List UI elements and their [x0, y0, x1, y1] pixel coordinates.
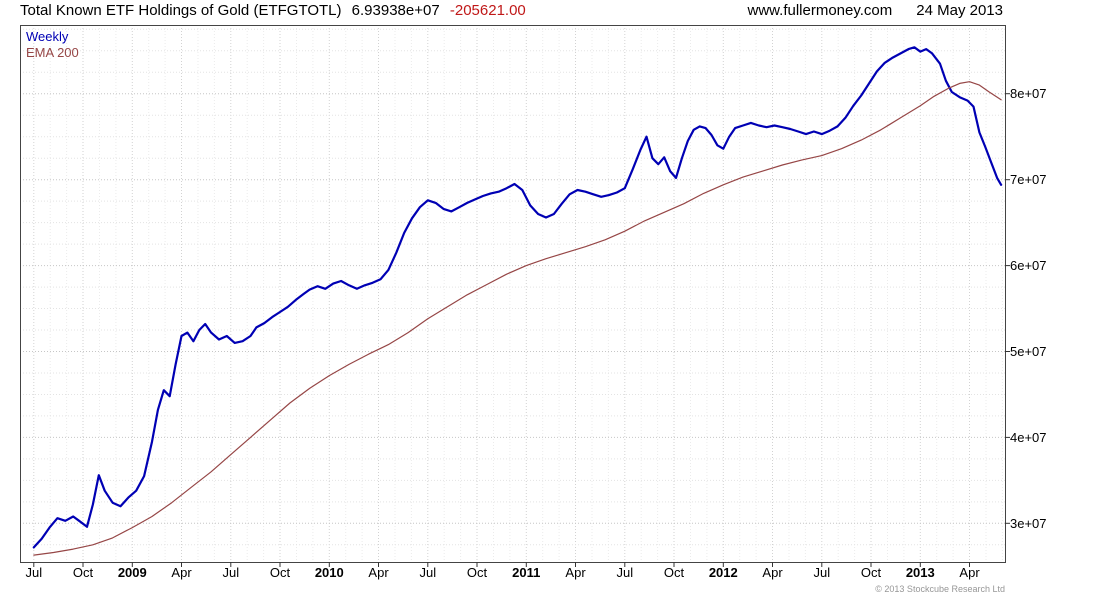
date-label: 24 May 2013: [916, 2, 1003, 19]
chart-header: Total Known ETF Holdings of Gold (ETFGTO…: [20, 2, 1100, 22]
x-axis-tick-label: 2010: [314, 565, 344, 580]
x-axis-tick-label: Jul: [419, 565, 437, 580]
y-axis-tick-label: 8e+07: [1010, 86, 1047, 102]
plot-border: [20, 25, 1006, 563]
legend: Weekly EMA 200: [26, 29, 79, 61]
change-value: -205621.00: [449, 2, 526, 19]
x-axis-tick-label: Apr: [762, 565, 783, 580]
y-axis-tick-label: 7e+07: [1010, 172, 1047, 188]
legend-ema-label: EMA 200: [26, 45, 79, 60]
y-axis-tick-label: 3e+07: [1010, 515, 1047, 531]
x-axis-tick-label: Jul: [616, 565, 634, 580]
chart-title: Total Known ETF Holdings of Gold (ETFGTO…: [20, 2, 342, 19]
x-axis-tick-label: Oct: [466, 565, 488, 580]
x-axis-tick-label: Apr: [565, 565, 586, 580]
y-axis-tick-label: 6e+07: [1010, 258, 1047, 274]
copyright-notice: © 2013 Stockcube Research Ltd: [875, 584, 1005, 594]
last-value: 6.93938e+07: [351, 2, 440, 19]
x-axis-tick-label: 2011: [512, 565, 541, 580]
x-axis-tick-label: 2013: [905, 565, 935, 580]
x-axis-tick-label: 2009: [117, 565, 147, 580]
title-group: Total Known ETF Holdings of Gold (ETFGTO…: [20, 2, 748, 19]
x-axis-tick-label: 2012: [708, 565, 738, 580]
x-axis-tick-label: Apr: [171, 565, 192, 580]
x-axis-tick-label: Jul: [222, 565, 240, 580]
x-axis-tick-label: Jul: [25, 565, 43, 580]
x-axis-tick-label: Oct: [860, 565, 882, 580]
x-axis-tick-label: Jul: [813, 565, 831, 580]
weekly-line: [32, 46, 1003, 549]
ema-line: [33, 81, 1002, 556]
legend-weekly-label: Weekly: [26, 29, 69, 44]
x-axis-tick-label: Apr: [959, 565, 980, 580]
y-axis-tick-label: 4e+07: [1010, 429, 1047, 445]
x-axis-tick-label: Apr: [368, 565, 389, 580]
x-axis-tick-label: Oct: [269, 565, 291, 580]
y-axis-tick-label: 5e+07: [1010, 343, 1047, 359]
x-axis-tick-label: Oct: [663, 565, 685, 580]
website-label: www.fullermoney.com: [747, 2, 893, 19]
x-axis-tick-label: Oct: [72, 565, 94, 580]
